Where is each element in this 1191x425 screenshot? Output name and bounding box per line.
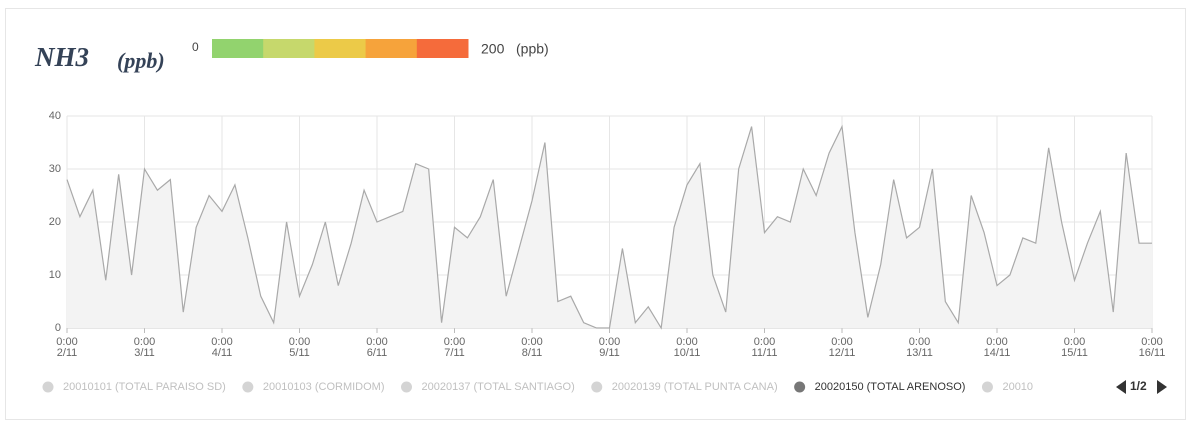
x-tick-label: 0:00 <box>56 336 77 348</box>
legend-item[interactable]: 20010103 (CORMIDOM) <box>242 381 385 393</box>
x-tick-label: 0:00 <box>366 336 387 348</box>
x-tick-label: 0:00 <box>444 336 465 348</box>
x-tick-date: 15/11 <box>1061 347 1088 359</box>
legend-dot <box>401 381 412 393</box>
legend-label: 20020150 (TOTAL ARENOSO) <box>815 381 966 393</box>
legend-dot <box>591 381 603 393</box>
legend-label: 20010103 (CORMIDOM) <box>263 381 385 393</box>
x-tick-date: 8/11 <box>522 347 543 359</box>
x-tick-label: 0:00 <box>1141 336 1162 348</box>
x-tick-label: 0:00 <box>134 336 155 348</box>
x-tick-label: 0:00 <box>1064 336 1085 348</box>
x-tick-label: 0:00 <box>676 336 697 348</box>
legend-label: 20020137 (TOTAL SANTIAGO) <box>422 381 575 393</box>
scale-segment <box>365 39 418 58</box>
x-tick-label: 0:00 <box>289 336 310 348</box>
scale-segment <box>263 39 315 58</box>
y-tick-label: 40 <box>49 110 61 122</box>
x-tick-label: 0:00 <box>599 336 620 348</box>
legend-label: 20010101 (TOTAL PARAISO SD) <box>63 381 226 393</box>
x-tick-label: 0:00 <box>754 336 775 348</box>
x-tick-label: 0:00 <box>986 336 1007 348</box>
x-tick-date: 2/11 <box>57 347 78 359</box>
legend-item[interactable]: 20010 <box>981 381 1033 393</box>
pager[interactable]: 1/2 <box>1116 379 1167 394</box>
x-tick-date: 13/11 <box>906 347 933 359</box>
prev-arrow[interactable] <box>1116 380 1126 394</box>
scale-unit: (ppb) <box>516 41 549 57</box>
legend-label: 20010 <box>1002 381 1033 393</box>
legend-item[interactable]: 20020150 (TOTAL ARENOSO) <box>794 381 965 393</box>
legend-item[interactable]: 20010101 (TOTAL PARAISO SD) <box>42 381 226 393</box>
next-arrow[interactable] <box>1157 380 1167 394</box>
x-tick-date: 10/11 <box>674 347 701 359</box>
scale-min: 0 <box>192 40 199 54</box>
x-tick-date: 12/11 <box>829 347 856 359</box>
chart-title: NH3 <box>34 42 89 72</box>
x-tick-label: 0:00 <box>211 336 232 348</box>
x-tick-date: 16/11 <box>1139 347 1166 359</box>
y-tick-label: 20 <box>49 216 61 228</box>
legend-dot <box>242 381 254 393</box>
title-unit: (ppb) <box>117 48 165 73</box>
y-tick-label: 30 <box>49 163 61 175</box>
x-tick-date: 4/11 <box>212 347 233 359</box>
scale-max: 200 <box>481 41 505 57</box>
x-tick-date: 7/11 <box>444 347 465 359</box>
y-tick-label: 10 <box>49 269 61 281</box>
scale-segment <box>314 39 367 58</box>
x-tick-label: 0:00 <box>909 336 930 348</box>
legend-label: 20020139 (TOTAL PUNTA CANA) <box>612 381 778 393</box>
scale-segment <box>212 39 264 58</box>
x-tick-date: 6/11 <box>367 347 388 359</box>
x-tick-date: 11/11 <box>752 347 778 359</box>
area-fill <box>67 126 1152 328</box>
x-tick-date: 3/11 <box>134 347 155 359</box>
x-tick-date: 5/11 <box>289 347 310 359</box>
line <box>66 124 1152 330</box>
x-tick-label: 0:00 <box>831 336 852 348</box>
x-tick-date: 9/11 <box>599 347 620 359</box>
legend-item[interactable]: 20020139 (TOTAL PUNTA CANA) <box>591 381 778 393</box>
y-tick-label: 0 <box>55 322 61 334</box>
legend-dot <box>794 381 806 393</box>
x-tick-label: 0:00 <box>521 336 542 348</box>
legend-dot <box>42 381 54 393</box>
x-tick-date: 14/11 <box>984 347 1011 359</box>
legend-item[interactable]: 20020137 (TOTAL SANTIAGO) <box>401 381 575 393</box>
scale-segment <box>416 39 469 58</box>
pager-label: 1/2 <box>1130 379 1147 393</box>
legend-dot <box>981 381 993 393</box>
